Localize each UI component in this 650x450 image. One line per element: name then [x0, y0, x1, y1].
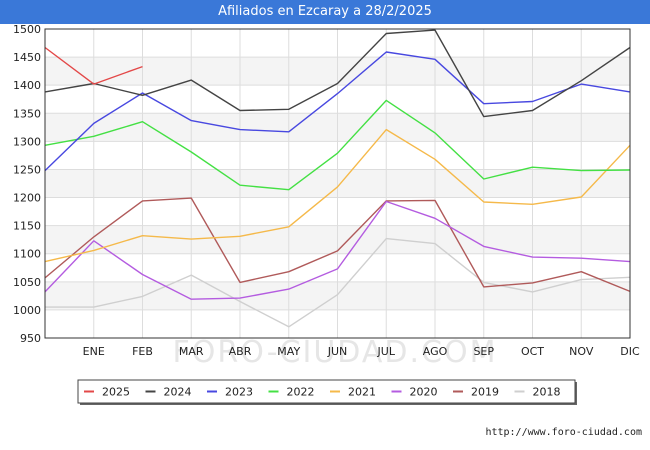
- y-tick-label: 1150: [13, 220, 41, 233]
- x-tick-label: ABR: [229, 345, 252, 358]
- series-line-2022: [44, 99, 631, 191]
- legend-label-2020: 2020: [410, 386, 438, 399]
- y-tick-label: 1500: [13, 23, 41, 36]
- x-tick-label: DIC: [620, 345, 640, 358]
- legend: 2025 2024 2023 2022 2021 2020 2019 2018: [77, 379, 577, 405]
- legend-label-2022: 2022: [287, 386, 315, 399]
- series-lines: [44, 29, 631, 328]
- x-tick-label: JUL: [377, 345, 396, 358]
- y-tick-label: 1250: [13, 163, 41, 176]
- series-line-2018: [45, 237, 631, 328]
- series-line-2024: [44, 29, 631, 118]
- legend-label-2018: 2018: [533, 386, 561, 399]
- x-tick-label: OCT: [521, 345, 544, 358]
- y-tick-label: 1000: [13, 304, 41, 317]
- legend-label-2019: 2019: [471, 386, 499, 399]
- legend-label-2024: 2024: [164, 386, 192, 399]
- x-axis: ENE FEB MAR ABR MAY JUN JUL AGO SEP OCT NOV DIC: [83, 345, 640, 358]
- series-line-2023: [44, 51, 631, 172]
- x-tick-label: JUN: [327, 345, 348, 358]
- series-line-2019: [44, 197, 631, 293]
- x-tick-label: NOV: [569, 345, 594, 358]
- series-line-2020: [44, 200, 631, 300]
- x-tick-label: FEB: [132, 345, 153, 358]
- legend-box: [77, 379, 576, 404]
- y-tick-label: 1400: [13, 79, 41, 92]
- legend-label-2021: 2021: [348, 386, 376, 399]
- legend-label-2023: 2023: [225, 386, 253, 399]
- x-tick-label: SEP: [473, 345, 494, 358]
- x-tick-label: MAY: [277, 345, 300, 358]
- y-tick-label: 950: [20, 332, 41, 345]
- y-tick-label: 1200: [13, 192, 41, 205]
- legend-label-2025: 2025: [102, 386, 130, 399]
- y-tick-label: 1300: [13, 135, 41, 148]
- y-tick-label: 1350: [13, 107, 41, 120]
- x-tick-label: AGO: [423, 345, 448, 358]
- y-tick-label: 1050: [13, 276, 41, 289]
- plot-frame: [44, 28, 631, 339]
- series-line-2021: [44, 128, 631, 263]
- watermark: FORO-CIUDAD.COM: [173, 335, 498, 370]
- y-tick-label: 1450: [13, 51, 41, 64]
- chart-title: Afiliados en Ezcaray a 28/2/2025: [218, 4, 432, 19]
- y-tick-label: 1100: [13, 248, 41, 261]
- x-tick-label: ENE: [83, 345, 105, 358]
- title-bar: [0, 0, 650, 24]
- source-url: http://www.foro-ciudad.com: [485, 427, 642, 438]
- series-line-2025: [44, 46, 143, 85]
- x-tick-label: MAR: [179, 345, 204, 358]
- y-axis: 950 1000 1050 1100 1150 1200 1250 1300 1350 1400 1…: [13, 23, 41, 345]
